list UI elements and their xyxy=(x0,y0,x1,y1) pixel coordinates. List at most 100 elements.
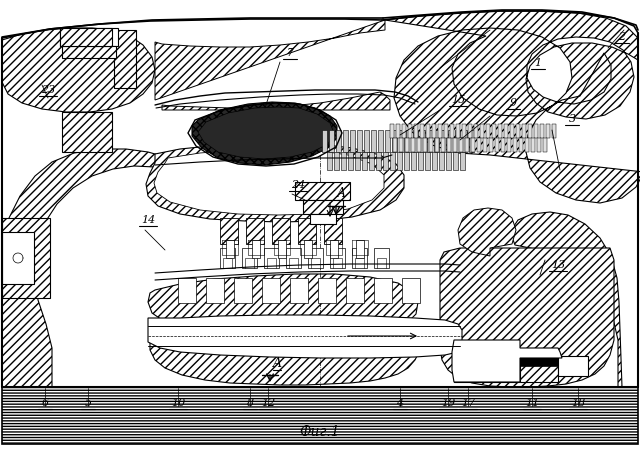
Bar xyxy=(405,138,409,152)
Bar xyxy=(427,130,432,152)
Text: A: A xyxy=(273,357,282,370)
Bar xyxy=(220,248,235,268)
Bar xyxy=(60,28,118,46)
Bar xyxy=(220,218,238,244)
Polygon shape xyxy=(2,82,162,387)
Bar xyxy=(343,130,348,152)
Bar xyxy=(411,138,415,152)
Bar xyxy=(278,240,286,258)
Polygon shape xyxy=(452,340,562,382)
Polygon shape xyxy=(148,274,418,341)
Bar xyxy=(310,214,336,224)
Bar xyxy=(480,124,484,138)
Bar xyxy=(364,130,369,152)
Bar xyxy=(399,138,403,152)
Polygon shape xyxy=(510,22,638,387)
Text: 17: 17 xyxy=(461,398,475,408)
Bar xyxy=(378,130,383,152)
Bar xyxy=(441,138,445,152)
Bar xyxy=(552,124,556,138)
Bar xyxy=(483,138,487,152)
Bar xyxy=(362,152,367,170)
Bar xyxy=(460,152,465,170)
Text: 13: 13 xyxy=(551,260,565,270)
Polygon shape xyxy=(458,208,516,256)
Text: 2: 2 xyxy=(618,32,625,42)
Text: 10: 10 xyxy=(171,398,185,408)
Bar xyxy=(356,240,364,258)
Bar xyxy=(357,130,362,152)
Bar xyxy=(429,138,433,152)
Bar xyxy=(520,356,558,366)
Bar xyxy=(447,138,451,152)
Bar xyxy=(330,240,338,258)
Bar xyxy=(352,248,367,268)
Bar xyxy=(520,348,558,382)
Text: 18: 18 xyxy=(571,398,585,408)
Bar xyxy=(537,138,541,152)
Bar xyxy=(404,152,409,170)
Bar xyxy=(178,278,196,303)
Bar xyxy=(462,130,467,152)
Bar xyxy=(290,278,308,303)
Bar xyxy=(453,138,457,152)
Bar xyxy=(516,124,520,138)
Bar xyxy=(399,130,404,152)
Bar xyxy=(324,218,342,244)
Text: 7: 7 xyxy=(287,48,294,58)
Bar xyxy=(376,152,381,170)
Bar xyxy=(510,124,514,138)
Bar xyxy=(465,138,469,152)
Bar xyxy=(534,124,538,138)
Bar xyxy=(329,130,334,152)
Bar xyxy=(390,124,394,138)
Polygon shape xyxy=(154,149,384,215)
Text: 14: 14 xyxy=(141,215,155,225)
Bar xyxy=(425,152,430,170)
Bar xyxy=(242,248,257,268)
Bar xyxy=(355,152,360,170)
Text: 8: 8 xyxy=(246,398,253,408)
Bar xyxy=(341,152,346,170)
Polygon shape xyxy=(148,315,462,358)
Bar xyxy=(318,278,336,303)
Bar xyxy=(558,356,588,376)
Text: 15: 15 xyxy=(451,95,465,105)
Bar xyxy=(462,124,466,138)
Bar xyxy=(206,278,224,303)
Bar xyxy=(454,350,519,382)
Text: 4: 4 xyxy=(396,398,404,408)
Text: Фиг.1: Фиг.1 xyxy=(300,425,340,439)
Bar xyxy=(546,124,550,138)
Text: 5: 5 xyxy=(84,398,92,408)
Bar xyxy=(446,152,451,170)
Bar xyxy=(522,124,526,138)
Text: A: A xyxy=(337,187,346,200)
Bar xyxy=(432,152,437,170)
Polygon shape xyxy=(192,102,337,165)
Bar xyxy=(327,152,332,170)
Bar xyxy=(385,130,390,152)
Bar xyxy=(286,248,301,268)
Bar xyxy=(498,124,502,138)
Bar xyxy=(489,138,493,152)
Bar xyxy=(402,124,406,138)
Bar xyxy=(474,124,478,138)
Bar xyxy=(432,124,436,138)
Bar xyxy=(348,152,353,170)
Text: 23: 23 xyxy=(41,85,55,95)
Bar xyxy=(262,278,280,303)
Text: 11: 11 xyxy=(525,398,539,408)
Bar xyxy=(417,138,421,152)
Bar xyxy=(371,130,376,152)
Polygon shape xyxy=(198,107,334,159)
Bar xyxy=(450,124,454,138)
Bar xyxy=(346,278,364,303)
Bar xyxy=(2,232,34,284)
Polygon shape xyxy=(385,11,640,203)
Text: 19: 19 xyxy=(441,398,455,408)
Text: 6: 6 xyxy=(42,398,49,408)
Text: 3: 3 xyxy=(568,114,575,124)
Bar xyxy=(504,124,508,138)
Bar xyxy=(298,218,316,244)
